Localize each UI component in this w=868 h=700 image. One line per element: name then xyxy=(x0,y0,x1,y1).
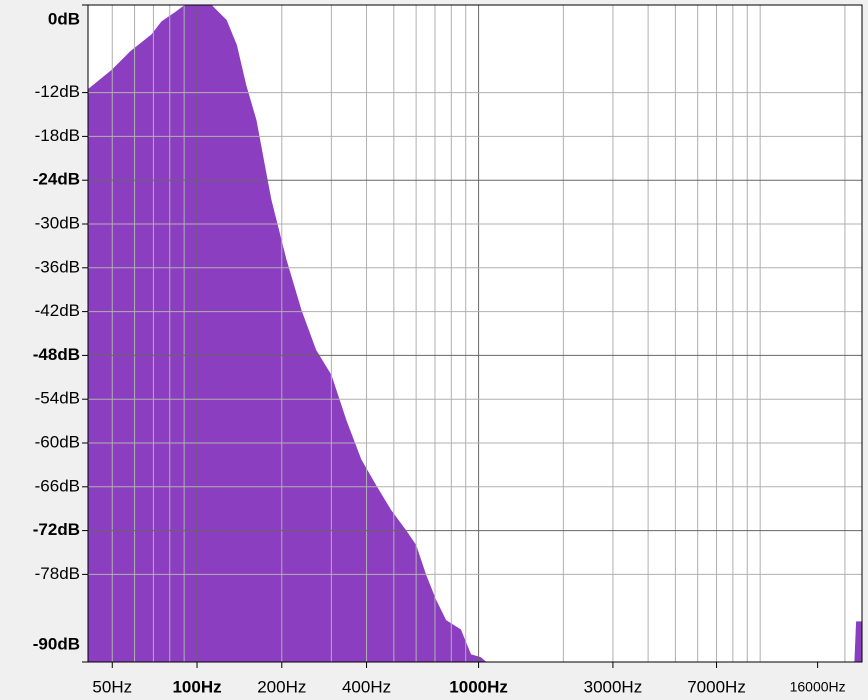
y-tick-label: -72dB xyxy=(33,520,80,539)
x-tick-label: 400Hz xyxy=(342,677,391,696)
x-tick-label: 50Hz xyxy=(92,677,132,696)
plot-border xyxy=(87,4,863,663)
y-tick-label: -60dB xyxy=(35,432,80,451)
x-tick-label: 1000Hz xyxy=(449,677,508,696)
x-tick-label: 100Hz xyxy=(172,677,221,696)
y-tick-label: -48dB xyxy=(33,345,80,364)
y-tick-label: 0dB xyxy=(48,9,80,28)
x-tick-label: 200Hz xyxy=(257,677,306,696)
x-tick-label: 3000Hz xyxy=(584,677,643,696)
y-tick-label: -12dB xyxy=(35,82,80,101)
y-tick-label: -18dB xyxy=(35,126,80,145)
y-tick-label: -66dB xyxy=(35,476,80,495)
y-tick-label: -54dB xyxy=(35,389,80,408)
y-tick-label: -30dB xyxy=(35,213,80,232)
y-tick-label: -90dB xyxy=(33,634,80,653)
y-tick-label: -78dB xyxy=(35,564,80,583)
x-tick-label: 7000Hz xyxy=(687,677,746,696)
y-tick-label: -42dB xyxy=(35,301,80,320)
x-tick-label: 16000Hz xyxy=(790,679,846,695)
y-tick-label: -36dB xyxy=(35,257,80,276)
y-tick-label: -24dB xyxy=(33,170,80,189)
